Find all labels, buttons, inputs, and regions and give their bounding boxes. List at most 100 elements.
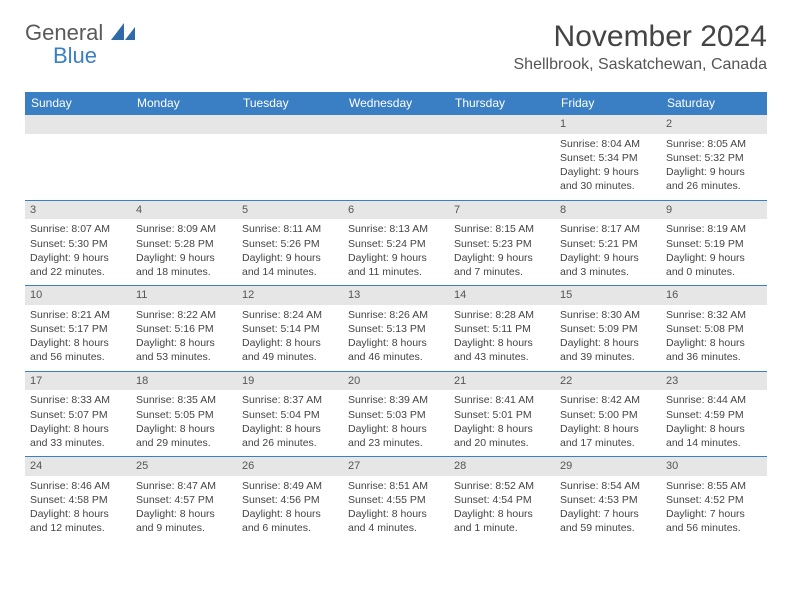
sunrise-text: Sunrise: 8:04 AM [560, 137, 656, 151]
calendar-day: 7Sunrise: 8:15 AMSunset: 5:23 PMDaylight… [449, 200, 555, 286]
sunrise-text: Sunrise: 8:24 AM [242, 308, 338, 322]
day-number: 10 [25, 286, 131, 305]
daylight-text: Daylight: 8 hours and 20 minutes. [454, 422, 550, 450]
day-number: 12 [237, 286, 343, 305]
day-header: Monday [131, 92, 237, 115]
day-number: 3 [25, 201, 131, 220]
sunrise-text: Sunrise: 8:47 AM [136, 479, 232, 493]
calendar-day [25, 115, 131, 201]
day-content: Sunrise: 8:51 AMSunset: 4:55 PMDaylight:… [343, 476, 449, 542]
calendar-day: 12Sunrise: 8:24 AMSunset: 5:14 PMDayligh… [237, 286, 343, 372]
day-number: 16 [661, 286, 767, 305]
sunset-text: Sunset: 5:01 PM [454, 408, 550, 422]
daylight-text: Daylight: 9 hours and 3 minutes. [560, 251, 656, 279]
sunset-text: Sunset: 5:34 PM [560, 151, 656, 165]
sunrise-text: Sunrise: 8:42 AM [560, 393, 656, 407]
daylight-text: Daylight: 8 hours and 1 minute. [454, 507, 550, 535]
calendar-day: 2Sunrise: 8:05 AMSunset: 5:32 PMDaylight… [661, 115, 767, 201]
daylight-text: Daylight: 8 hours and 4 minutes. [348, 507, 444, 535]
sunset-text: Sunset: 5:14 PM [242, 322, 338, 336]
daylight-text: Daylight: 8 hours and 39 minutes. [560, 336, 656, 364]
day-number: 5 [237, 201, 343, 220]
daylight-text: Daylight: 8 hours and 46 minutes. [348, 336, 444, 364]
sunset-text: Sunset: 5:11 PM [454, 322, 550, 336]
day-number [237, 115, 343, 134]
day-content: Sunrise: 8:42 AMSunset: 5:00 PMDaylight:… [555, 390, 661, 456]
day-number: 8 [555, 201, 661, 220]
location-text: Shellbrook, Saskatchewan, Canada [514, 56, 768, 74]
sunrise-text: Sunrise: 8:41 AM [454, 393, 550, 407]
daylight-text: Daylight: 8 hours and 17 minutes. [560, 422, 656, 450]
day-number: 26 [237, 457, 343, 476]
daylight-text: Daylight: 9 hours and 26 minutes. [666, 165, 762, 193]
day-header: Sunday [25, 92, 131, 115]
calendar-week: 1Sunrise: 8:04 AMSunset: 5:34 PMDaylight… [25, 115, 767, 201]
sunset-text: Sunset: 4:57 PM [136, 493, 232, 507]
sunset-text: Sunset: 5:26 PM [242, 237, 338, 251]
day-number [343, 115, 449, 134]
day-content: Sunrise: 8:13 AMSunset: 5:24 PMDaylight:… [343, 219, 449, 285]
daylight-text: Daylight: 9 hours and 18 minutes. [136, 251, 232, 279]
day-content: Sunrise: 8:30 AMSunset: 5:09 PMDaylight:… [555, 305, 661, 371]
daylight-text: Daylight: 7 hours and 56 minutes. [666, 507, 762, 535]
calendar-day: 26Sunrise: 8:49 AMSunset: 4:56 PMDayligh… [237, 457, 343, 542]
calendar-body: 1Sunrise: 8:04 AMSunset: 5:34 PMDaylight… [25, 115, 767, 542]
day-content: Sunrise: 8:32 AMSunset: 5:08 PMDaylight:… [661, 305, 767, 371]
sunrise-text: Sunrise: 8:44 AM [666, 393, 762, 407]
sunrise-text: Sunrise: 8:15 AM [454, 222, 550, 236]
sunset-text: Sunset: 5:19 PM [666, 237, 762, 251]
day-content: Sunrise: 8:21 AMSunset: 5:17 PMDaylight:… [25, 305, 131, 371]
day-content: Sunrise: 8:09 AMSunset: 5:28 PMDaylight:… [131, 219, 237, 285]
daylight-text: Daylight: 8 hours and 36 minutes. [666, 336, 762, 364]
calendar-day: 1Sunrise: 8:04 AMSunset: 5:34 PMDaylight… [555, 115, 661, 201]
calendar-day: 23Sunrise: 8:44 AMSunset: 4:59 PMDayligh… [661, 371, 767, 457]
day-content: Sunrise: 8:17 AMSunset: 5:21 PMDaylight:… [555, 219, 661, 285]
brand-word-2: Blue [53, 43, 137, 69]
day-content: Sunrise: 8:47 AMSunset: 4:57 PMDaylight:… [131, 476, 237, 542]
day-header: Saturday [661, 92, 767, 115]
calendar-day: 22Sunrise: 8:42 AMSunset: 5:00 PMDayligh… [555, 371, 661, 457]
calendar-day: 8Sunrise: 8:17 AMSunset: 5:21 PMDaylight… [555, 200, 661, 286]
day-number: 29 [555, 457, 661, 476]
calendar-day [131, 115, 237, 201]
daylight-text: Daylight: 8 hours and 26 minutes. [242, 422, 338, 450]
sunrise-text: Sunrise: 8:49 AM [242, 479, 338, 493]
calendar-day: 10Sunrise: 8:21 AMSunset: 5:17 PMDayligh… [25, 286, 131, 372]
day-header: Friday [555, 92, 661, 115]
calendar-day: 5Sunrise: 8:11 AMSunset: 5:26 PMDaylight… [237, 200, 343, 286]
day-content: Sunrise: 8:39 AMSunset: 5:03 PMDaylight:… [343, 390, 449, 456]
day-content [131, 134, 237, 182]
calendar-day: 19Sunrise: 8:37 AMSunset: 5:04 PMDayligh… [237, 371, 343, 457]
calendar-day: 20Sunrise: 8:39 AMSunset: 5:03 PMDayligh… [343, 371, 449, 457]
daylight-text: Daylight: 8 hours and 23 minutes. [348, 422, 444, 450]
sunset-text: Sunset: 5:05 PM [136, 408, 232, 422]
calendar-day [343, 115, 449, 201]
day-content: Sunrise: 8:41 AMSunset: 5:01 PMDaylight:… [449, 390, 555, 456]
daylight-text: Daylight: 9 hours and 7 minutes. [454, 251, 550, 279]
sunset-text: Sunset: 4:58 PM [30, 493, 126, 507]
day-content: Sunrise: 8:11 AMSunset: 5:26 PMDaylight:… [237, 219, 343, 285]
daylight-text: Daylight: 8 hours and 43 minutes. [454, 336, 550, 364]
sunrise-text: Sunrise: 8:55 AM [666, 479, 762, 493]
day-content: Sunrise: 8:26 AMSunset: 5:13 PMDaylight:… [343, 305, 449, 371]
sunset-text: Sunset: 4:52 PM [666, 493, 762, 507]
day-header: Wednesday [343, 92, 449, 115]
sunset-text: Sunset: 5:23 PM [454, 237, 550, 251]
daylight-text: Daylight: 9 hours and 0 minutes. [666, 251, 762, 279]
calendar-week: 17Sunrise: 8:33 AMSunset: 5:07 PMDayligh… [25, 371, 767, 457]
sunset-text: Sunset: 5:13 PM [348, 322, 444, 336]
sunset-text: Sunset: 5:08 PM [666, 322, 762, 336]
sunset-text: Sunset: 5:30 PM [30, 237, 126, 251]
calendar-day: 29Sunrise: 8:54 AMSunset: 4:53 PMDayligh… [555, 457, 661, 542]
day-content: Sunrise: 8:54 AMSunset: 4:53 PMDaylight:… [555, 476, 661, 542]
day-number: 17 [25, 372, 131, 391]
daylight-text: Daylight: 9 hours and 14 minutes. [242, 251, 338, 279]
day-number [25, 115, 131, 134]
page-header: General Blue November 2024 Shellbrook, S… [25, 20, 767, 74]
sunrise-text: Sunrise: 8:30 AM [560, 308, 656, 322]
sunrise-text: Sunrise: 8:21 AM [30, 308, 126, 322]
sunrise-text: Sunrise: 8:28 AM [454, 308, 550, 322]
daylight-text: Daylight: 8 hours and 33 minutes. [30, 422, 126, 450]
sunrise-text: Sunrise: 8:54 AM [560, 479, 656, 493]
day-content [343, 134, 449, 182]
